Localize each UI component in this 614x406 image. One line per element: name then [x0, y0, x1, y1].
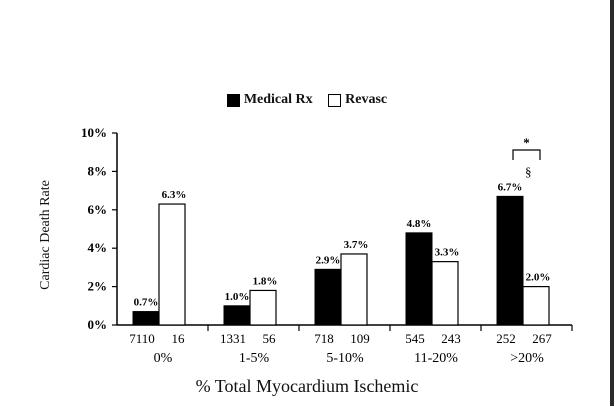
- legend-label-medical: Medical Rx: [243, 92, 313, 107]
- y-tick-label: 2%: [88, 279, 108, 294]
- y-tick-label: 6%: [88, 202, 108, 217]
- bar-revasc: [522, 286, 550, 326]
- legend-swatch-revasc: [328, 93, 342, 107]
- bar-medical: [132, 311, 160, 326]
- legend-label-revasc: Revasc: [345, 92, 388, 107]
- y-tick-label: 4%: [88, 240, 108, 255]
- count-label-medical: 7110: [129, 331, 155, 346]
- count-label-revasc: 16: [172, 331, 186, 346]
- bar-value-label-medical: 6.7%: [498, 181, 523, 193]
- y-tick-label: 8%: [88, 163, 108, 178]
- bar-value-label-revasc: 3.7%: [344, 239, 369, 251]
- bar-medical: [314, 268, 342, 326]
- page-edge: [610, 0, 614, 406]
- bar-value-label-medical: 4.8%: [407, 218, 432, 230]
- count-label-revasc: 243: [441, 331, 461, 346]
- legend-item-medical: Medical Rx: [226, 92, 313, 108]
- category-label: >20%: [510, 351, 544, 366]
- x-axis-label: % Total Myocardium Ischemic: [195, 376, 419, 396]
- count-label-revasc: 267: [532, 331, 552, 346]
- bar-medical: [223, 305, 251, 326]
- count-label-medical: 252: [496, 331, 516, 346]
- bar-revasc: [340, 253, 368, 326]
- y-tick-label: 0%: [88, 317, 108, 332]
- legend-swatch-medical: [226, 93, 240, 107]
- bar-revasc: [249, 289, 277, 326]
- count-label-medical: 1331: [220, 331, 246, 346]
- bar-value-label-revasc: 6.3%: [162, 189, 187, 201]
- bar-value-label-medical: 1.0%: [225, 291, 250, 303]
- count-label-medical: 718: [314, 331, 334, 346]
- bar-value-label-medical: 2.9%: [316, 254, 341, 266]
- y-tick-label: 10%: [81, 125, 107, 140]
- bar-revasc: [431, 261, 459, 326]
- category-label: 1-5%: [239, 351, 270, 366]
- chart-legend: Medical Rx Revasc: [0, 92, 614, 112]
- category-label: 5-10%: [326, 351, 364, 366]
- significance-bracket: [512, 149, 541, 160]
- legend-item-revasc: Revasc: [328, 92, 387, 108]
- bar-value-label-revasc: 3.3%: [435, 247, 460, 259]
- count-label-revasc: 109: [350, 331, 370, 346]
- bar-value-label-medical: 0.7%: [134, 297, 159, 309]
- bar-medical: [496, 195, 524, 326]
- section-mark: §: [525, 164, 532, 179]
- count-label-revasc: 56: [263, 331, 277, 346]
- bar-value-label-revasc: 1.8%: [253, 275, 278, 287]
- bar-revasc: [158, 203, 186, 326]
- bar-medical: [405, 232, 433, 326]
- significance-star: *: [523, 135, 530, 150]
- category-label: 0%: [154, 351, 173, 366]
- count-label-medical: 545: [405, 331, 425, 346]
- bar-value-label-revasc: 2.0%: [526, 272, 551, 284]
- category-label: 11-20%: [414, 351, 458, 366]
